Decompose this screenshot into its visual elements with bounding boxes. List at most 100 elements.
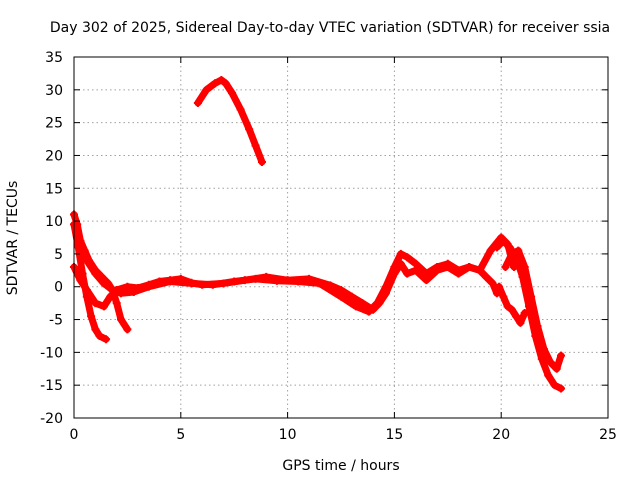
data-point [116, 315, 125, 324]
series-trace [76, 243, 501, 316]
grid [74, 57, 608, 418]
series-arc-5 [193, 75, 266, 167]
data-point [230, 277, 239, 286]
data-point [99, 302, 108, 311]
x-tick-label: 25 [599, 427, 617, 443]
data-point [228, 89, 237, 98]
y-tick-label: 25 [45, 116, 63, 132]
data-point [351, 302, 360, 311]
data-point [507, 305, 516, 314]
data-point [539, 345, 548, 354]
y-tick-label: 0 [54, 280, 63, 296]
y-tick-label: -5 [49, 313, 63, 329]
data-point [475, 266, 484, 275]
data-point [202, 85, 211, 94]
data-point [492, 243, 501, 252]
y-tick-label: 20 [45, 148, 63, 164]
data-point [381, 282, 390, 291]
data-point [482, 272, 491, 281]
data-point [108, 286, 117, 295]
data-point [106, 292, 115, 301]
x-axis-label: GPS time / hours [282, 458, 399, 474]
data-point [337, 292, 345, 301]
data-point [486, 246, 495, 255]
x-tick-label: 15 [385, 427, 403, 443]
data-point [557, 351, 566, 360]
data-point [512, 312, 521, 321]
data-point [76, 243, 85, 252]
data-point [236, 105, 245, 114]
data-point [501, 263, 510, 272]
data-point [294, 277, 303, 286]
data-point [499, 292, 508, 301]
data-point [516, 318, 525, 327]
y-tick-label: 10 [45, 214, 63, 230]
data-point [129, 287, 138, 296]
data-point [454, 266, 463, 275]
series-arc-8 [495, 282, 529, 327]
data-point [251, 141, 260, 150]
series-trace [495, 283, 529, 327]
data-point [73, 220, 82, 229]
data-point [208, 280, 217, 289]
series-arc-4 [76, 243, 501, 316]
data-point [347, 292, 356, 301]
x-tick-label: 20 [492, 427, 510, 443]
data-point [217, 75, 226, 84]
data-point [102, 335, 111, 344]
data-point [544, 371, 553, 380]
data-point [422, 269, 431, 278]
data-point [390, 263, 399, 272]
data-point [315, 279, 324, 288]
data-point [87, 312, 96, 321]
data-point [443, 259, 452, 268]
data-point [193, 98, 202, 107]
chart-title: Day 302 of 2025, Sidereal Day-to-day VTE… [50, 20, 610, 36]
data-point [123, 325, 132, 334]
data-point [533, 322, 542, 331]
data-point [552, 364, 561, 373]
data-point [514, 246, 523, 255]
data-point [257, 158, 266, 167]
data-point [488, 279, 497, 288]
data-point [495, 282, 504, 291]
data-point [91, 269, 100, 278]
data-point [116, 289, 125, 298]
x-tick-label: 10 [279, 427, 297, 443]
data-point [507, 249, 516, 258]
series-trace [502, 247, 565, 373]
series-trace [194, 76, 266, 166]
data-point [144, 282, 153, 291]
data-point [411, 259, 420, 268]
x-tick-label: 5 [176, 427, 185, 443]
series-arc-3 [70, 233, 519, 314]
data-point [166, 277, 175, 286]
data-point [520, 308, 529, 317]
data-point [82, 256, 91, 265]
data-point [82, 286, 91, 295]
y-tick-label: 35 [45, 50, 63, 66]
data-point [245, 125, 254, 134]
data-point [403, 253, 412, 262]
data-point [550, 381, 559, 390]
series-trace [70, 234, 518, 314]
data-point [403, 269, 412, 278]
y-axis-label: SDTVAR / TECUs [5, 181, 21, 296]
data-point [99, 279, 108, 288]
data-point [537, 354, 546, 363]
data-point [364, 307, 373, 316]
y-tick-label: 15 [45, 181, 63, 197]
data-point [272, 276, 281, 285]
y-tick-label: 30 [45, 83, 63, 99]
data-point [251, 274, 260, 283]
data-point [95, 331, 104, 340]
y-tick-label: -20 [40, 411, 63, 427]
series-arc-7 [501, 246, 566, 373]
data-point [520, 263, 529, 272]
data-point [557, 384, 566, 393]
y-tick-label: -15 [40, 378, 63, 394]
data-point [503, 302, 512, 311]
data-point [221, 79, 230, 88]
data-point [527, 292, 536, 301]
